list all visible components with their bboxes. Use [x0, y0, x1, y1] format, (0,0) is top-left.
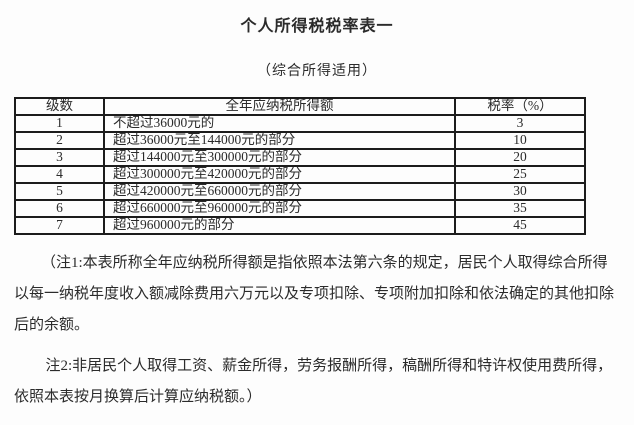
- cell-income: 不超过36000元的: [103, 114, 456, 133]
- cell-income: 超过960000元的部分: [103, 216, 456, 235]
- table-row: 4 超过300000元至420000元的部分 25: [14, 165, 586, 184]
- column-header-level: 级数: [14, 97, 105, 116]
- cell-rate: 20: [454, 148, 586, 167]
- cell-rate: 3: [454, 114, 586, 133]
- cell-income: 超过300000元至420000元的部分: [103, 165, 456, 184]
- cell-income: 超过420000元至660000元的部分: [103, 182, 456, 201]
- table-row: 2 超过36000元至144000元的部分 10: [14, 131, 586, 150]
- cell-level: 2: [14, 131, 105, 150]
- cell-rate: 45: [454, 216, 586, 235]
- cell-income: 超过660000元至960000元的部分: [103, 199, 456, 218]
- table-row: 6 超过660000元至960000元的部分 35: [14, 199, 586, 218]
- cell-level: 1: [14, 114, 105, 133]
- cell-level: 5: [14, 182, 105, 201]
- page-title: 个人所得税税率表一: [240, 18, 394, 35]
- note-2: 注2:非居民个人取得工资、薪金所得，劳务报酬所得，稿酬所得和特许权使用费所得，依…: [14, 358, 613, 405]
- cell-income: 超过36000元至144000元的部分: [103, 131, 456, 150]
- table-row: 7 超过960000元的部分 45: [14, 216, 586, 235]
- cell-rate: 30: [454, 182, 586, 201]
- notes-section: （注1:本表所称全年应纳税所得额是指依照本法第六条的规定，居民个人取得综合所得以…: [14, 248, 618, 413]
- column-header-income: 全年应纳税所得额: [103, 97, 456, 116]
- table-row: 3 超过144000元至300000元的部分 20: [14, 148, 586, 167]
- table-row: 1 不超过36000元的 3: [14, 114, 586, 133]
- note-1: （注1:本表所称全年应纳税所得额是指依照本法第六条的规定，居民个人取得综合所得以…: [14, 255, 615, 333]
- tax-rate-table: 级数 全年应纳税所得额 税率（%） 1 不超过36000元的 3 2 超过360…: [14, 97, 586, 235]
- cell-level: 7: [14, 216, 105, 235]
- cell-rate: 10: [454, 131, 586, 150]
- cell-rate: 35: [454, 199, 586, 218]
- cell-level: 6: [14, 199, 105, 218]
- cell-rate: 25: [454, 165, 586, 184]
- cell-level: 4: [14, 165, 105, 184]
- table-header-row: 级数 全年应纳税所得额 税率（%）: [14, 97, 586, 116]
- page-subtitle: （综合所得适用）: [257, 64, 377, 79]
- cell-level: 3: [14, 148, 105, 167]
- column-header-rate: 税率（%）: [454, 97, 586, 116]
- table-row: 5 超过420000元至660000元的部分 30: [14, 182, 586, 201]
- cell-income: 超过144000元至300000元的部分: [103, 148, 456, 167]
